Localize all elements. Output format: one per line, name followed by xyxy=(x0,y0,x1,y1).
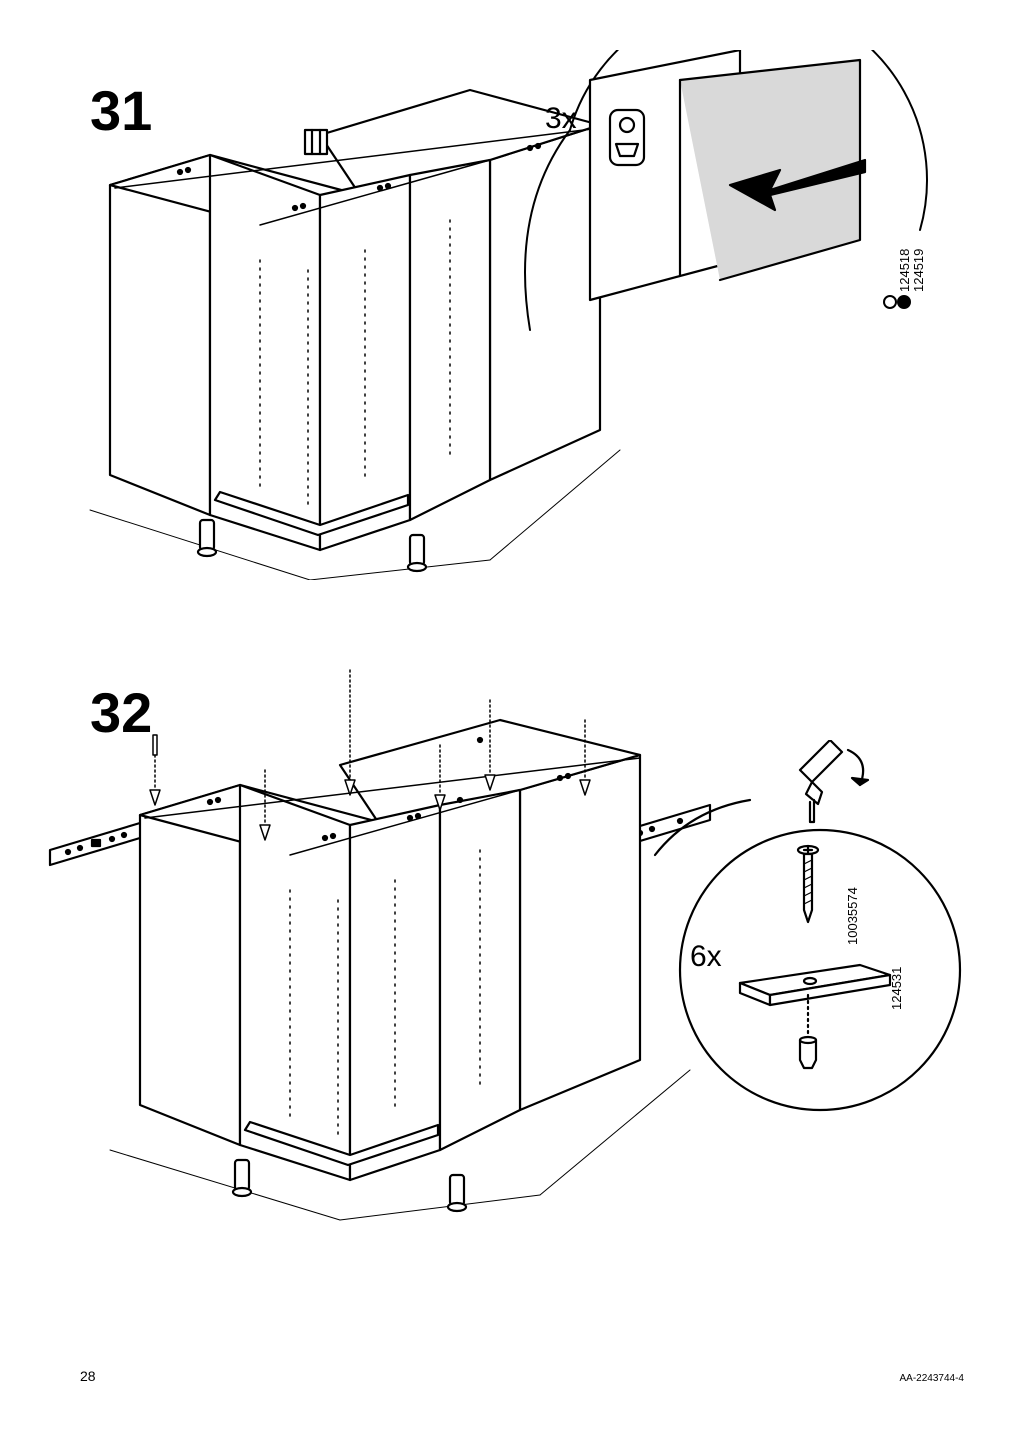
document-reference: AA-2243744-4 xyxy=(900,1373,965,1384)
instruction-page: 31 xyxy=(0,0,1012,1432)
assembly-drawing-32 xyxy=(20,640,740,1240)
detail-callout-31 xyxy=(500,50,940,350)
part-code-32-a: 10035574 xyxy=(845,887,860,945)
part-code-31-a: 124518 xyxy=(897,249,912,292)
part-code-32-b: 124531 xyxy=(889,967,904,1010)
callout-qty-31: 3x xyxy=(545,102,577,136)
callout-qty-32: 6x xyxy=(690,940,722,974)
part-code-31-b: 124519 xyxy=(911,249,926,292)
page-number: 28 xyxy=(80,1368,96,1384)
